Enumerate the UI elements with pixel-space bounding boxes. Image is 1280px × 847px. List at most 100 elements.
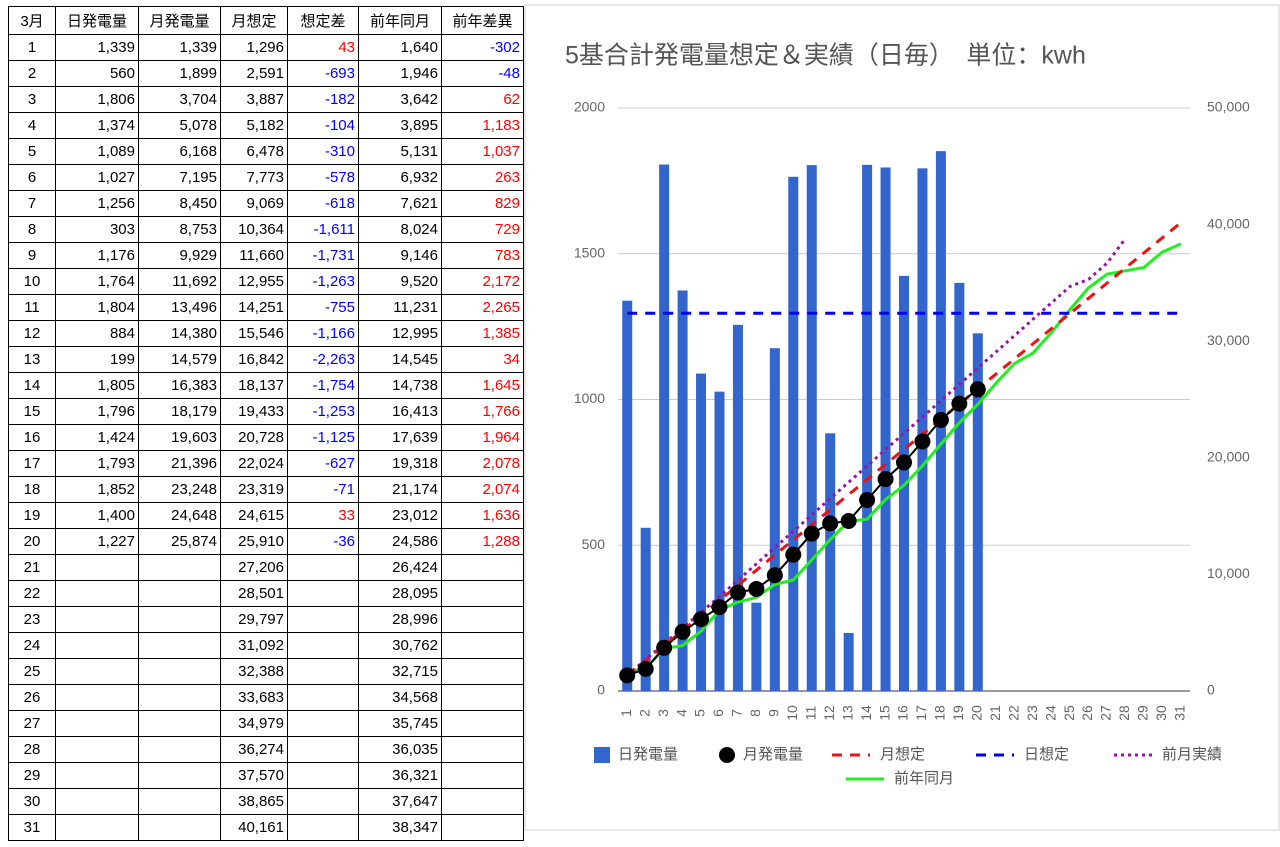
- x-tick-label: 11: [802, 706, 818, 721]
- bar: [696, 373, 707, 691]
- legend-label: 月想定: [880, 746, 925, 763]
- table-cell: [138, 736, 221, 763]
- table-cell: [287, 580, 359, 607]
- table-cell: [441, 762, 524, 789]
- table-cell: 日発電量: [55, 6, 139, 35]
- table-cell: 32,715: [358, 658, 442, 685]
- table-cell: 30: [8, 788, 56, 815]
- table-cell: 35,745: [358, 710, 442, 737]
- data-table: 3月 日発電量 月発電量 月想定 想定差 前年同月 前年差異 1 1,339 1,339 1,296…: [8, 6, 524, 841]
- dot: [969, 381, 986, 398]
- table-cell: 19,318: [358, 450, 442, 477]
- x-tick-label: 9: [766, 709, 782, 717]
- y-tick-label: 1000: [574, 390, 605, 406]
- table-cell: 24,586: [358, 528, 442, 555]
- y-tick-label: 2000: [574, 99, 605, 115]
- table-cell: 9,146: [358, 242, 442, 269]
- y2-tick-label: 0: [1207, 682, 1215, 698]
- table-cell: 14,579: [138, 346, 221, 373]
- legend-label: 月発電量: [743, 746, 803, 763]
- table-cell: [55, 762, 139, 789]
- table-cell: 7,773: [220, 164, 288, 191]
- table-cell: [287, 684, 359, 711]
- table-cell: -618: [287, 190, 359, 217]
- table-cell: [55, 658, 139, 685]
- bar: [843, 632, 854, 691]
- dot: [766, 567, 783, 584]
- table-cell: -755: [287, 294, 359, 321]
- table-row: 23 29,797 28,996: [8, 606, 524, 633]
- bar: [659, 164, 670, 691]
- x-tick-label: 4: [673, 709, 689, 717]
- table-cell: [55, 606, 139, 633]
- table-cell: 1,037: [441, 138, 524, 165]
- table-cell: [441, 580, 524, 607]
- table-row: 17 1,793 21,396 22,024 -627 19,318 2,078: [8, 450, 524, 477]
- table-row: 28 36,274 36,035: [8, 736, 524, 763]
- table-cell: 2,078: [441, 450, 524, 477]
- table-cell: 17,639: [358, 424, 442, 451]
- table-cell: 22: [8, 580, 56, 607]
- table-cell: 34: [441, 346, 524, 373]
- table-cell: [441, 606, 524, 633]
- table-cell: 2,074: [441, 476, 524, 503]
- table-cell: [287, 736, 359, 763]
- table-row: 8 303 8,753 10,364 -1,611 8,024 729: [8, 216, 524, 243]
- table-cell: 17: [8, 450, 56, 477]
- table-cell: 27,206: [220, 554, 288, 581]
- table-row: 21 27,206 26,424: [8, 554, 524, 581]
- table-cell: [55, 580, 139, 607]
- table-cell: 26,424: [358, 554, 442, 581]
- x-tick-label: 21: [987, 705, 1003, 721]
- table-cell: 1,899: [138, 60, 221, 87]
- legend-label: 日想定: [1024, 746, 1069, 763]
- dot: [803, 525, 820, 542]
- table-cell: 11,692: [138, 268, 221, 295]
- dot: [914, 433, 931, 450]
- dot: [896, 454, 912, 471]
- table-cell: 31: [8, 814, 56, 841]
- table-cell: 1,424: [55, 424, 139, 451]
- bar: [622, 300, 633, 691]
- table-cell: 10: [8, 268, 56, 295]
- bar: [806, 165, 817, 691]
- table-cell: [441, 736, 524, 763]
- table-cell: 7: [8, 190, 56, 217]
- table-cell: 1,089: [55, 138, 139, 165]
- table-cell: 8,753: [138, 216, 221, 243]
- bar: [972, 333, 983, 691]
- x-tick-label: 25: [1061, 705, 1077, 721]
- bar: [640, 527, 651, 691]
- y2-tick-label: 10,000: [1207, 565, 1250, 581]
- table-cell: -48: [441, 60, 524, 87]
- table-cell: 29,797: [220, 606, 288, 633]
- x-tick-label: 12: [821, 705, 837, 721]
- dot: [932, 411, 949, 428]
- table-row: 7 1,256 8,450 9,069 -618 7,621 829: [8, 190, 524, 217]
- table-cell: 19,603: [138, 424, 221, 451]
- legend-label: 前年同月: [894, 770, 954, 787]
- table-cell: 40,161: [220, 814, 288, 841]
- table-row: 12 884 14,380 15,546 -1,166 12,995 1,385: [8, 320, 524, 347]
- table-cell: 1,764: [55, 268, 139, 295]
- table-cell: [138, 814, 221, 841]
- x-tick-label: 31: [1171, 705, 1187, 721]
- table-cell: 5,182: [220, 112, 288, 139]
- table-cell: 24,615: [220, 502, 288, 529]
- bar: [751, 602, 762, 691]
- x-tick-label: 28: [1116, 705, 1132, 721]
- table-cell: [55, 736, 139, 763]
- table-cell: 18: [8, 476, 56, 503]
- table-row: 31 40,161 38,347: [8, 814, 524, 841]
- table-cell: [441, 814, 524, 841]
- line-series: [626, 221, 1182, 678]
- table-cell: [287, 606, 359, 633]
- table-cell: [138, 658, 221, 685]
- table-cell: [441, 684, 524, 711]
- table-row: 13 199 14,579 16,842 -2,263 14,545 34: [8, 346, 524, 373]
- dot: [656, 639, 673, 656]
- table-cell: 19,433: [220, 398, 288, 425]
- table-cell: 36,321: [358, 762, 442, 789]
- table-cell: 21,174: [358, 476, 442, 503]
